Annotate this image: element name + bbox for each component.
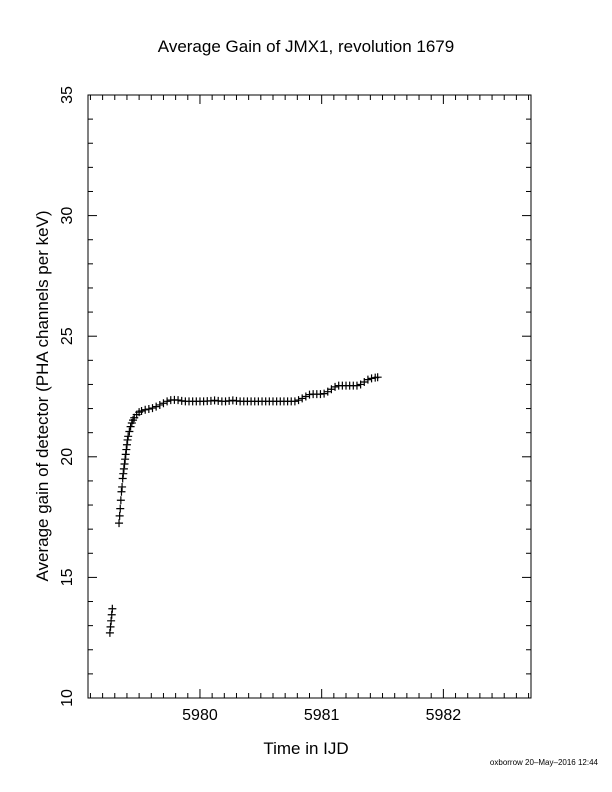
x-axis-label: Time in IJD (263, 739, 348, 758)
data-point (121, 455, 130, 464)
data-point (119, 464, 128, 473)
data-point (107, 616, 116, 625)
data-point (148, 404, 157, 413)
data-point (116, 504, 125, 513)
data-point (118, 482, 127, 491)
data-point (107, 610, 116, 619)
data-point (152, 402, 161, 411)
y-tick-label: 30 (59, 207, 76, 225)
data-point (290, 397, 299, 406)
data-point (320, 389, 329, 398)
data-point (367, 374, 376, 383)
data-point (123, 435, 132, 444)
data-point (125, 427, 134, 436)
data-point (120, 460, 129, 469)
data-point (115, 511, 124, 520)
data-point (106, 622, 115, 631)
y-tick-label: 10 (59, 689, 76, 707)
data-point (124, 432, 133, 441)
data-points (105, 373, 382, 637)
chart-title: Average Gain of JMX1, revolution 1679 (158, 37, 454, 56)
data-point (115, 519, 124, 528)
data-point (119, 469, 128, 478)
data-point (159, 399, 168, 408)
x-tick-label: 5982 (426, 707, 462, 724)
data-point (331, 382, 340, 391)
data-point (116, 496, 125, 505)
credit-note: oxborrow 20–May–2016 12:44 (489, 758, 598, 767)
y-tick-label: 15 (59, 568, 76, 586)
data-point (141, 405, 150, 414)
data-point (122, 445, 131, 454)
y-axis-label: Average gain of detector (PHA channels p… (33, 210, 52, 581)
data-point (301, 392, 310, 401)
data-point (108, 604, 117, 613)
data-point (144, 405, 153, 414)
data-point (174, 396, 183, 405)
data-point (122, 440, 131, 449)
data-point (121, 450, 130, 459)
data-point (105, 628, 114, 637)
x-tick-label: 5981 (304, 707, 340, 724)
y-tick-label: 25 (59, 327, 76, 345)
data-point (126, 422, 135, 431)
data-point (163, 397, 172, 406)
axis-ticks: 10 15 20 25 30 35 5980 5981 5982 (59, 86, 531, 724)
data-point (298, 394, 307, 403)
data-point (294, 396, 303, 405)
data-point (352, 381, 361, 390)
x-tick-label: 5980 (182, 707, 218, 724)
data-point (117, 487, 126, 496)
data-point (363, 375, 372, 384)
data-point (155, 400, 164, 409)
y-tick-label: 20 (59, 448, 76, 466)
data-point (373, 373, 382, 382)
data-point (137, 406, 146, 415)
data-point (118, 474, 127, 483)
y-tick-label: 35 (59, 86, 76, 104)
